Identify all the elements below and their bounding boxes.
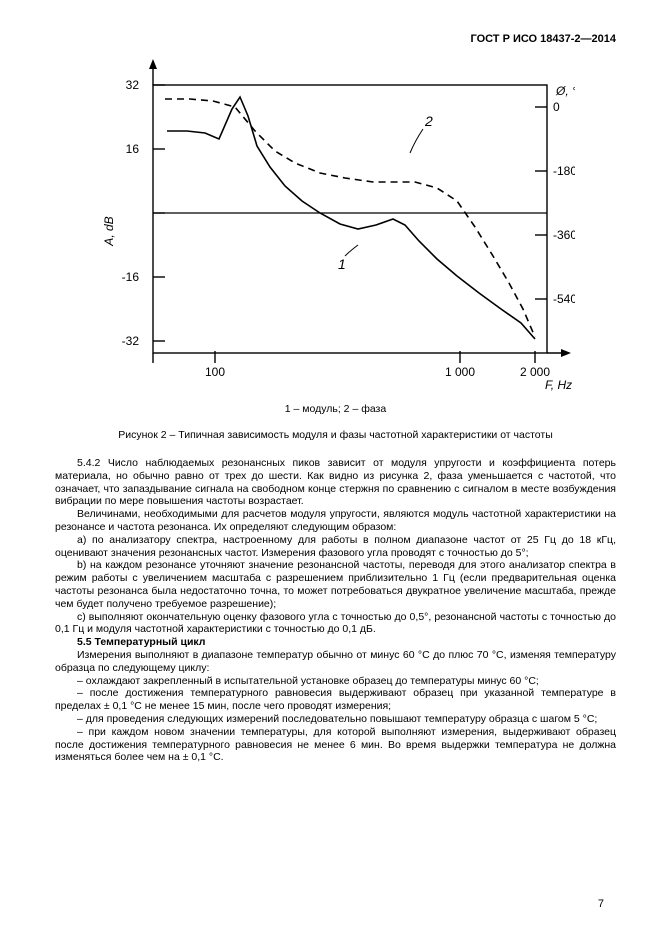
yright-label: Ø, ° bbox=[555, 84, 575, 98]
s55-line2: – охлаждают закрепленный в испытательной… bbox=[55, 675, 616, 688]
x-axis-label: F, Hz bbox=[545, 378, 572, 391]
document-header: ГОСТ Р ИСО 18437-2—2014 bbox=[55, 33, 616, 45]
xtick-100: 100 bbox=[205, 365, 225, 379]
yright-tick--360: -360 bbox=[553, 228, 575, 242]
chart-legend: 1 – модуль; 2 – фаза bbox=[55, 403, 616, 415]
curve-1-label: 1 bbox=[338, 256, 346, 272]
yright-tick--180: -180 bbox=[553, 164, 575, 178]
y-left-label: A, dB bbox=[102, 216, 116, 246]
yright-tick--540: -540 bbox=[553, 292, 575, 306]
item-c: c) выполняют окончательную оценку фазово… bbox=[55, 611, 616, 637]
xtick-1000: 1 000 bbox=[445, 365, 475, 379]
s55-line1: Измерения выполняют в диапазоне температ… bbox=[55, 649, 616, 675]
para-5-4-2: 5.4.2 Число наблюдаемых резонансных пико… bbox=[55, 457, 616, 508]
para-intro: Величинами, необходимыми для расчетов мо… bbox=[55, 508, 616, 534]
body-text: 5.4.2 Число наблюдаемых резонансных пико… bbox=[55, 457, 616, 764]
figure-caption: Рисунок 2 – Типичная зависимость модуля … bbox=[55, 429, 616, 441]
yleft-tick--32: -32 bbox=[122, 334, 140, 348]
series-1-module bbox=[167, 97, 535, 339]
item-b: b) на каждом резонансе уточняют значение… bbox=[55, 559, 616, 610]
page-number: 7 bbox=[598, 898, 604, 910]
s55-line5: – при каждом новом значении температуры,… bbox=[55, 726, 616, 764]
yleft-tick-32: 32 bbox=[126, 78, 140, 92]
yleft-tick--16: -16 bbox=[122, 270, 140, 284]
yleft-tick-16: 16 bbox=[126, 142, 140, 156]
yright-tick-0: 0 bbox=[553, 100, 560, 114]
item-a: a) по анализатору спектра, настроенному … bbox=[55, 534, 616, 560]
frequency-response-chart: 32 16 -16 -32 0 Ø, ° -180 -360 -540 100 bbox=[95, 51, 575, 391]
section-5-5-title: 5.5 Температурный цикл bbox=[55, 636, 616, 649]
xtick-2000: 2 000 bbox=[520, 365, 550, 379]
s55-line3: – после достижения температурного равнов… bbox=[55, 687, 616, 713]
s55-line4: – для проведения следующих измерений пос… bbox=[55, 713, 616, 726]
curve-2-label: 2 bbox=[424, 113, 433, 129]
